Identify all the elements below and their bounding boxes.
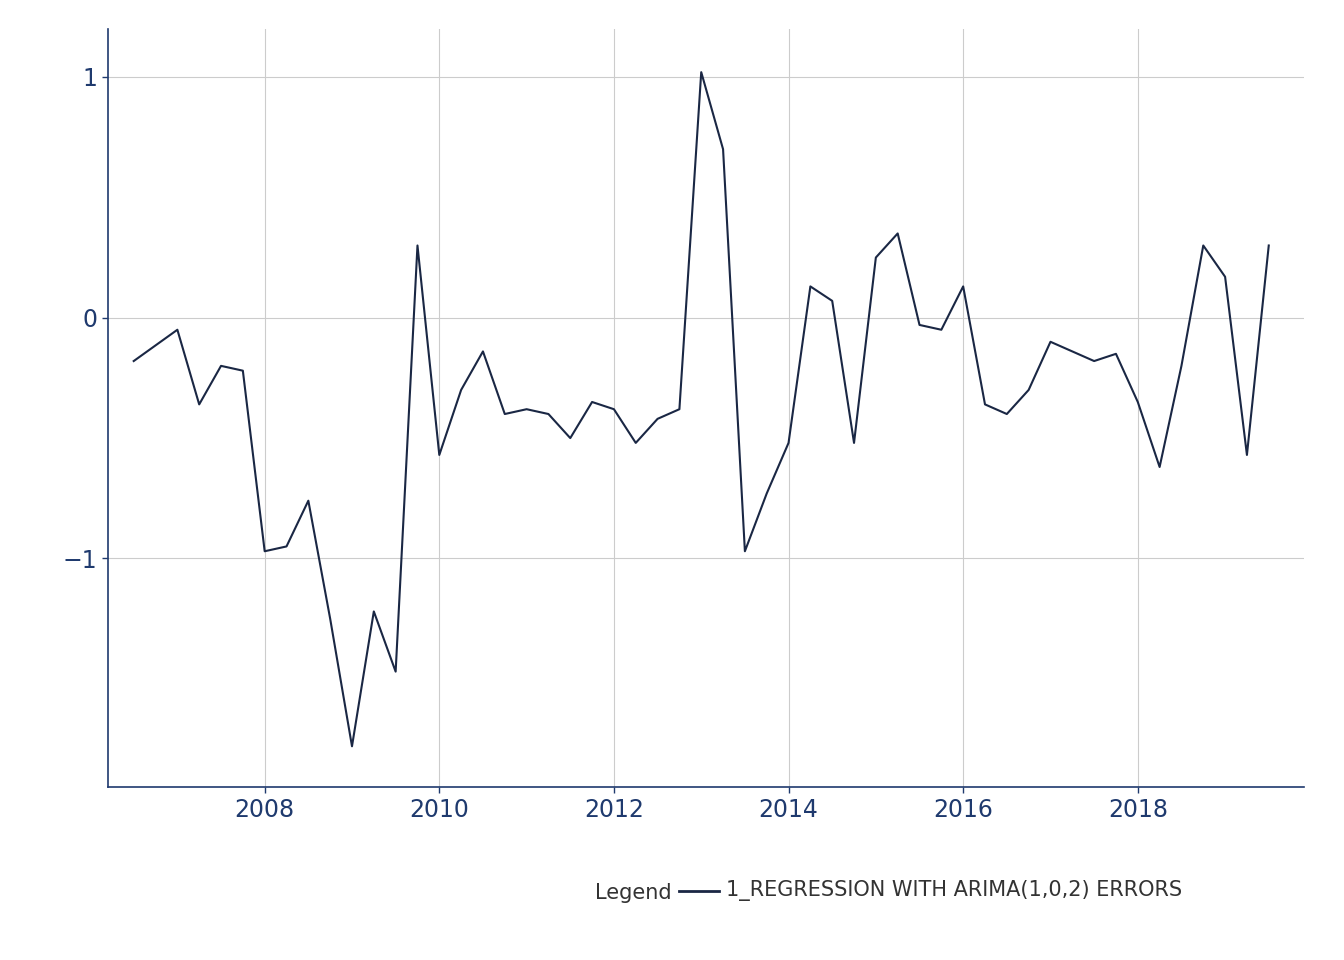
- Text: 1_REGRESSION WITH ARIMA(1,0,2) ERRORS: 1_REGRESSION WITH ARIMA(1,0,2) ERRORS: [726, 880, 1181, 901]
- Text: Legend: Legend: [595, 883, 672, 902]
